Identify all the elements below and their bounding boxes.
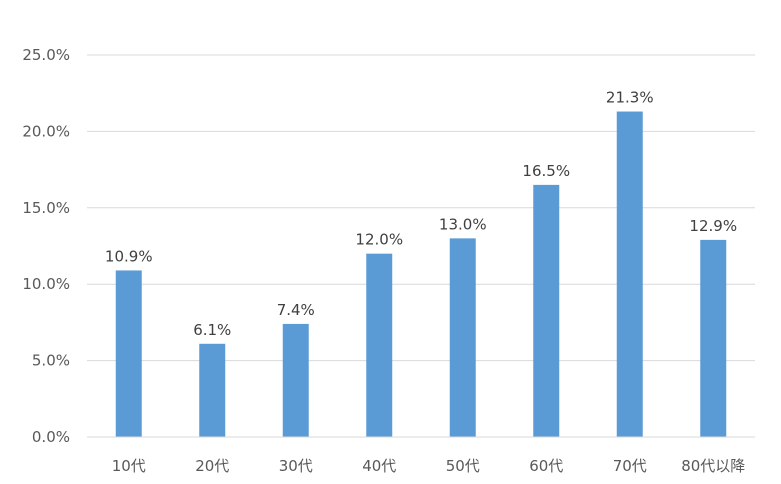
x-tick-label: 50代 [446,457,480,475]
x-tick-label: 80代以降 [681,457,745,475]
bars [115,111,727,437]
x-axis-tick-labels: 10代 20代 30代 40代 50代 60代 70代 80代以降 [112,457,746,475]
bar [449,238,476,437]
y-tick-label: 15.0% [22,199,70,217]
x-tick-label: 40代 [362,457,396,475]
y-tick-label: 5.0% [32,352,70,370]
y-tick-label: 20.0% [22,122,70,140]
bar [199,343,226,437]
y-tick-label: 0.0% [32,428,70,446]
x-tick-label: 30代 [279,457,313,475]
x-tick-label: 10代 [112,457,146,475]
bar [700,239,727,437]
data-labels: 10.9% 6.1% 7.4% 12.0% 13.0% 16.5% 21.3% 12.9% [105,89,737,339]
x-tick-label: 20代 [195,457,229,475]
data-label: 13.0% [439,215,487,233]
data-label: 10.9% [105,247,153,265]
bar [616,111,643,437]
x-tick-label: 70代 [613,457,647,475]
bar [533,184,560,437]
data-label: 6.1% [193,321,231,339]
bar [115,270,142,437]
y-tick-label: 25.0% [22,46,70,64]
data-label: 12.0% [355,231,403,249]
y-tick-label: 10.0% [22,275,70,293]
bar [366,253,393,437]
y-gridlines [87,54,755,362]
data-label: 12.9% [689,217,737,235]
y-axis-tick-labels: 0.0% 5.0% 10.0% 15.0% 20.0% 25.0% [22,46,70,446]
data-label: 7.4% [277,301,315,319]
data-label: 16.5% [522,162,570,180]
data-label: 21.3% [606,89,654,107]
x-tick-label: 60代 [529,457,563,475]
bar [282,323,309,437]
